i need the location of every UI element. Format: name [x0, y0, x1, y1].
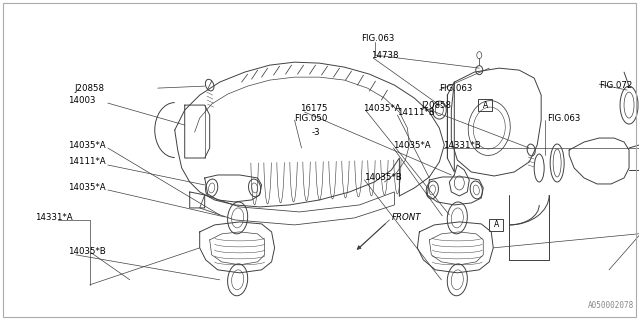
Text: 14331*A: 14331*A [35, 213, 72, 222]
Text: 14003: 14003 [68, 96, 95, 105]
Text: FIG.072: FIG.072 [599, 81, 632, 90]
Text: 14035*A: 14035*A [364, 104, 401, 113]
Text: J20858: J20858 [75, 84, 105, 92]
Text: A050002078: A050002078 [588, 301, 634, 310]
Text: 14111*A: 14111*A [68, 157, 106, 166]
Text: 14035*A: 14035*A [68, 140, 106, 149]
Text: 14035*B: 14035*B [364, 173, 402, 182]
Text: 16175: 16175 [300, 104, 327, 113]
Text: -3: -3 [312, 128, 320, 137]
Text: FRONT: FRONT [392, 213, 421, 222]
Text: FIG.063: FIG.063 [547, 114, 580, 123]
Text: 14111*B: 14111*B [397, 108, 435, 116]
Text: 14035*A: 14035*A [394, 140, 431, 149]
Text: FIG.063: FIG.063 [362, 34, 395, 43]
Text: A: A [493, 220, 499, 229]
Text: 14035*A: 14035*A [68, 183, 106, 192]
Text: 14035*B: 14035*B [68, 247, 106, 256]
Text: FIG.050: FIG.050 [294, 114, 328, 123]
Text: J20858: J20858 [421, 100, 451, 109]
Text: 14738: 14738 [371, 51, 399, 60]
Text: FIG.063: FIG.063 [439, 84, 473, 92]
Text: A: A [483, 100, 488, 109]
Text: 14331*B: 14331*B [444, 140, 481, 149]
